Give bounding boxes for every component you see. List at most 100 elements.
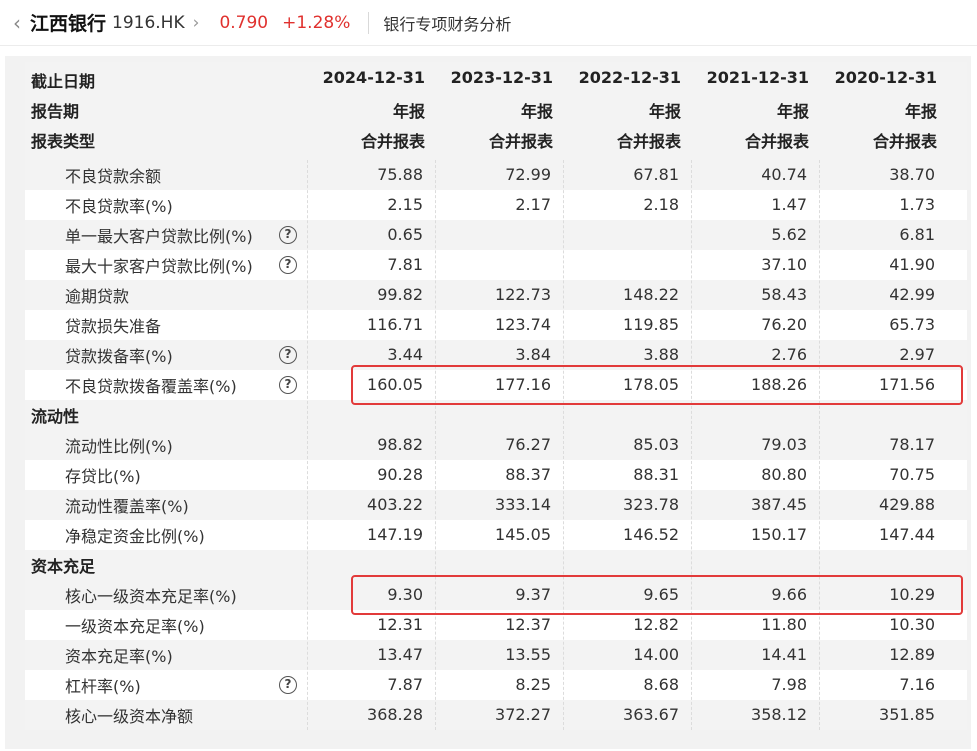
table-cell: 72.99	[505, 165, 551, 184]
stock-code[interactable]: 1916.HK	[112, 12, 185, 33]
table-cell: 58.43	[761, 285, 807, 304]
column-report-type: 合并报表	[872, 132, 937, 151]
column-period: 年报	[648, 102, 681, 121]
column-divider	[307, 160, 308, 730]
highlight-box	[351, 365, 963, 405]
table-cell: 12.37	[505, 615, 551, 634]
table-cell: 146.52	[623, 525, 679, 544]
table-cell: 76.20	[761, 315, 807, 334]
row-label: 流动性覆盖率(%)	[65, 497, 189, 516]
table-cell: 2.76	[771, 345, 807, 364]
table-cell	[563, 220, 691, 250]
table-cell: 42.99	[889, 285, 935, 304]
column-date[interactable]: 2023-12-31	[450, 68, 553, 87]
table-cell: 148.22	[623, 285, 679, 304]
column-date[interactable]: 2021-12-31	[706, 68, 809, 87]
table-cell: 3.44	[387, 345, 423, 364]
column-divider	[435, 160, 436, 730]
table-cell: 14.00	[633, 645, 679, 664]
header-row-label: 报告期	[31, 102, 80, 121]
table-cell: 70.75	[889, 465, 935, 484]
table-row: 最大十家客户贷款比例(%)? 7.81 37.10 41.90	[25, 250, 967, 280]
table-cell: 177.16	[495, 375, 551, 394]
column-date[interactable]: 2024-12-31	[322, 68, 425, 87]
table-cell: 403.22	[367, 495, 423, 514]
header-row-label: 截止日期	[31, 72, 96, 91]
help-icon[interactable]: ?	[279, 346, 297, 364]
column-date[interactable]: 2022-12-31	[578, 68, 681, 87]
table-row: 贷款损失准备 116.71 123.74 119.85 76.20 65.73	[25, 310, 967, 340]
row-label: 一级资本充足率(%)	[65, 617, 205, 636]
table-cell: 11.80	[761, 615, 807, 634]
table-cell: 98.82	[377, 435, 423, 454]
table-cell: 387.45	[751, 495, 807, 514]
row-label: 核心一级资本充足率(%)	[65, 587, 237, 606]
column-report-type: 合并报表	[744, 132, 809, 151]
table-cell: 9.66	[771, 585, 807, 604]
table-cell: 12.89	[889, 645, 935, 664]
row-label: 杠杆率(%)	[65, 677, 141, 696]
table-cell: 122.73	[495, 285, 551, 304]
table-cell: 123.74	[495, 315, 551, 334]
table-cell: 119.85	[623, 315, 679, 334]
row-label: 核心一级资本净额	[65, 707, 194, 726]
table-cell: 368.28	[367, 705, 423, 724]
column-divider	[691, 160, 692, 730]
table-cell: 13.47	[377, 645, 423, 664]
row-label: 单一最大客户贷款比例(%)	[65, 227, 253, 246]
table-cell: 76.27	[505, 435, 551, 454]
table-body: 不良贷款余额 75.88 72.99 67.81 40.74 38.70 不良贷款率(%) 2…	[25, 160, 967, 730]
table-cell: 147.19	[367, 525, 423, 544]
row-label: 净稳定资金比例(%)	[65, 527, 205, 546]
table-cell: 2.18	[643, 195, 679, 214]
table-row: 不良贷款拨备覆盖率(%)? 160.05 177.16 178.05 188.26 171…	[25, 370, 967, 400]
financial-table: 截止日期报告期报表类型 2024-12-31 年报合并报表 2023-12-31 年报合…	[25, 62, 967, 730]
table-cell	[563, 250, 691, 280]
table-cell: 14.41	[761, 645, 807, 664]
table-row: 核心一级资本净额 368.28 372.27 363.67 358.12 351.85	[25, 700, 967, 730]
table-cell: 2.15	[387, 195, 423, 214]
table-cell: 116.71	[367, 315, 423, 334]
help-icon[interactable]: ?	[279, 676, 297, 694]
table-cell: 351.85	[879, 705, 935, 724]
section-header: 流动性	[25, 400, 967, 430]
table-cell: 75.88	[377, 165, 423, 184]
row-label: 资本充足率(%)	[65, 647, 173, 666]
stock-name[interactable]: 江西银行	[30, 13, 107, 35]
table-cell: 38.70	[889, 165, 935, 184]
table-cell: 13.55	[505, 645, 551, 664]
highlight-box	[351, 575, 963, 615]
table-cell: 2.97	[899, 345, 935, 364]
table-cell: 79.03	[761, 435, 807, 454]
table-cell: 323.78	[623, 495, 679, 514]
table-cell: 37.10	[761, 255, 807, 274]
table-cell: 188.26	[751, 375, 807, 394]
column-report-type: 合并报表	[488, 132, 553, 151]
header-row-label: 报表类型	[31, 132, 96, 151]
section-title: 流动性	[31, 407, 80, 426]
table-cell: 372.27	[495, 705, 551, 724]
table-cell: 80.80	[761, 465, 807, 484]
table-cell: 7.16	[899, 675, 935, 694]
chevron-right-icon[interactable]: ›	[192, 12, 200, 33]
column-period: 年报	[776, 102, 809, 121]
table-cell: 99.82	[377, 285, 423, 304]
help-icon[interactable]: ?	[279, 376, 297, 394]
help-icon[interactable]: ?	[279, 256, 297, 274]
table-cell: 1.47	[771, 195, 807, 214]
table-header: 截止日期报告期报表类型 2024-12-31 年报合并报表 2023-12-31 年报合…	[25, 62, 967, 160]
row-label: 存贷比(%)	[65, 467, 141, 486]
table-cell: 9.37	[515, 585, 551, 604]
table-cell: 8.68	[643, 675, 679, 694]
help-icon[interactable]: ?	[279, 226, 297, 244]
chevron-left-icon[interactable]: ‹	[13, 10, 21, 35]
table-row: 存贷比(%) 90.28 88.37 88.31 80.80 70.75	[25, 460, 967, 490]
column-date[interactable]: 2020-12-31	[834, 68, 937, 87]
table-cell: 429.88	[879, 495, 935, 514]
table-cell	[435, 250, 563, 280]
row-label: 不良贷款率(%)	[65, 197, 173, 216]
table-row: 资本充足率(%) 13.47 13.55 14.00 14.41 12.89	[25, 640, 967, 670]
table-cell: 5.62	[771, 225, 807, 244]
table-cell: 88.31	[633, 465, 679, 484]
column-period: 年报	[520, 102, 553, 121]
